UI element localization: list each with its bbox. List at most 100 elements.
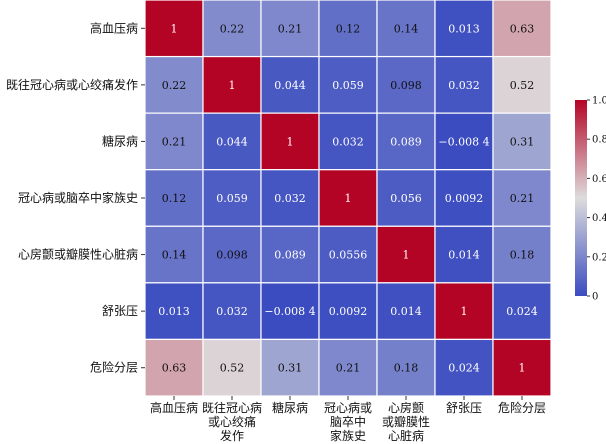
cell-value-label: 0.18	[394, 362, 419, 375]
cell-value-label: 1	[519, 362, 526, 375]
cell-value-label: 0.14	[394, 22, 419, 35]
cell-value-label: 0.024	[506, 305, 538, 318]
colorbar-tick-label: 0	[592, 292, 598, 303]
heatmap-cell	[318, 282, 378, 341]
cell-value-label: 0.014	[448, 249, 480, 262]
row-label: 高血压病	[90, 20, 138, 35]
cell-value-label: 0.089	[274, 249, 306, 262]
cell-value-label: 0.056	[390, 192, 422, 205]
heatmap-cell	[318, 0, 378, 58]
cell-value-label: 0.21	[278, 22, 303, 35]
row-label: 既往冠心病或心绞痛发作	[6, 77, 138, 92]
heatmap-cell	[318, 169, 378, 227]
colorbar-tick-label: 0.4	[592, 213, 606, 224]
heatmap-cell	[260, 0, 320, 58]
heatmap-cell	[260, 225, 320, 284]
column-label: 糖尿病	[272, 400, 308, 415]
cell-value-label: 0.032	[332, 135, 364, 148]
heatmap-cell	[376, 338, 436, 397]
cell-value-label: −0.008 4	[264, 305, 315, 318]
heatmap-cell	[144, 338, 204, 397]
heatmap-cell	[318, 112, 378, 171]
cell-value-label: 0.63	[510, 22, 535, 35]
heatmap-cell	[492, 225, 552, 284]
cell-value-label: 1	[229, 79, 236, 92]
heatmap-cell	[318, 225, 378, 284]
heatmap-cell	[376, 0, 436, 58]
heatmap-cell	[260, 112, 320, 171]
cell-value-label: 0.089	[390, 135, 422, 148]
heatmap-cell	[492, 55, 552, 114]
heatmap-cell	[202, 282, 262, 341]
cell-value-label: 0.22	[220, 22, 245, 35]
cell-value-label: 0.032	[448, 79, 480, 92]
cell-value-label: −0.008 4	[438, 135, 489, 148]
row-labels: 高血压病既往冠心病或心绞痛发作糖尿病冠心病或脑卒中家族史心房颤或瓣膜性心脏病舒张…	[6, 20, 145, 375]
heatmap-cell	[492, 338, 552, 397]
colorbar: 0 0.2 0.4 0.6 0.8 1.0	[575, 96, 606, 303]
colorbar-tick-label: 0.8	[592, 135, 606, 146]
cell-value-label: 0.12	[162, 192, 187, 205]
row-label: 舒张压	[102, 304, 138, 318]
cell-value-label: 0.098	[216, 249, 248, 262]
heatmap-cell	[492, 0, 552, 58]
cell-value-label: 0.0556	[329, 249, 368, 262]
heatmap-cells: 1 0.22 0.21 0.12 0.14 0.013 0.63 0.22 1 0.044 0.05…	[144, 0, 552, 397]
heatmap-cell	[260, 169, 320, 227]
cell-value-label: 0.0092	[445, 192, 484, 205]
column-label: 舒张压	[446, 401, 482, 415]
cell-value-label: 0.21	[510, 192, 535, 205]
cell-value-label: 0.22	[162, 79, 187, 92]
heatmap-cell	[434, 169, 494, 227]
cell-value-label: 0.52	[220, 362, 245, 375]
cell-value-label: 0.31	[510, 135, 535, 148]
heatmap-cell	[492, 112, 552, 171]
heatmap-cell	[260, 338, 320, 397]
cell-value-label: 0.14	[162, 249, 187, 262]
cell-value-label: 0.098	[390, 79, 422, 92]
column-label: 冠心病或脑卒中家族史	[324, 400, 372, 443]
heatmap-cell	[144, 55, 204, 114]
heatmap-cell	[492, 169, 552, 227]
column-label: 心房颤或瓣膜性心脏病	[382, 400, 430, 443]
colorbar-tick-label: 0.2	[592, 252, 606, 263]
cell-value-label: 0.12	[336, 22, 361, 35]
heatmap-cell	[376, 55, 436, 114]
cell-value-label: 0.013	[448, 22, 480, 35]
row-label: 冠心病或脑卒中家族史	[18, 190, 138, 205]
cell-value-label: 0.044	[216, 135, 248, 148]
heatmap-cell	[434, 225, 494, 284]
heatmap-cell	[376, 112, 436, 171]
colorbar-tick-label: 0.6	[592, 174, 606, 185]
heatmap-cell	[202, 169, 262, 227]
heatmap-cell	[202, 112, 262, 171]
colorbar-gradient	[575, 100, 587, 296]
colorbar-tick-label: 1.0	[592, 96, 606, 107]
heatmap-cell	[434, 55, 494, 114]
cell-value-label: 0.21	[336, 362, 361, 375]
cell-value-label: 0.044	[274, 79, 306, 92]
cell-value-label: 0.014	[390, 305, 422, 318]
cell-value-label: 0.032	[216, 305, 248, 318]
cell-value-label: 0.032	[274, 192, 306, 205]
cell-value-label: 0.31	[278, 362, 303, 375]
cell-value-label: 1	[345, 192, 352, 205]
cell-value-label: 0.013	[158, 305, 190, 318]
cell-value-label: 1	[403, 249, 410, 262]
cell-value-label: 0.059	[216, 192, 248, 205]
cell-value-label: 0.63	[162, 362, 187, 375]
column-label: 危险分层	[498, 400, 546, 415]
heatmap-cell	[492, 282, 552, 341]
column-label: 高血压病	[150, 400, 198, 415]
row-label: 心房颤或瓣膜性心脏病	[18, 247, 138, 262]
cell-value-label: 0.024	[448, 362, 480, 375]
heatmap-cell	[202, 0, 262, 58]
heatmap-cell	[434, 0, 494, 58]
cell-value-label: 0.52	[510, 79, 535, 92]
cell-value-label: 1	[461, 305, 468, 318]
cell-value-label: 1	[171, 22, 178, 35]
row-label: 危险分层	[90, 360, 138, 375]
cell-value-label: 0.0092	[329, 305, 368, 318]
